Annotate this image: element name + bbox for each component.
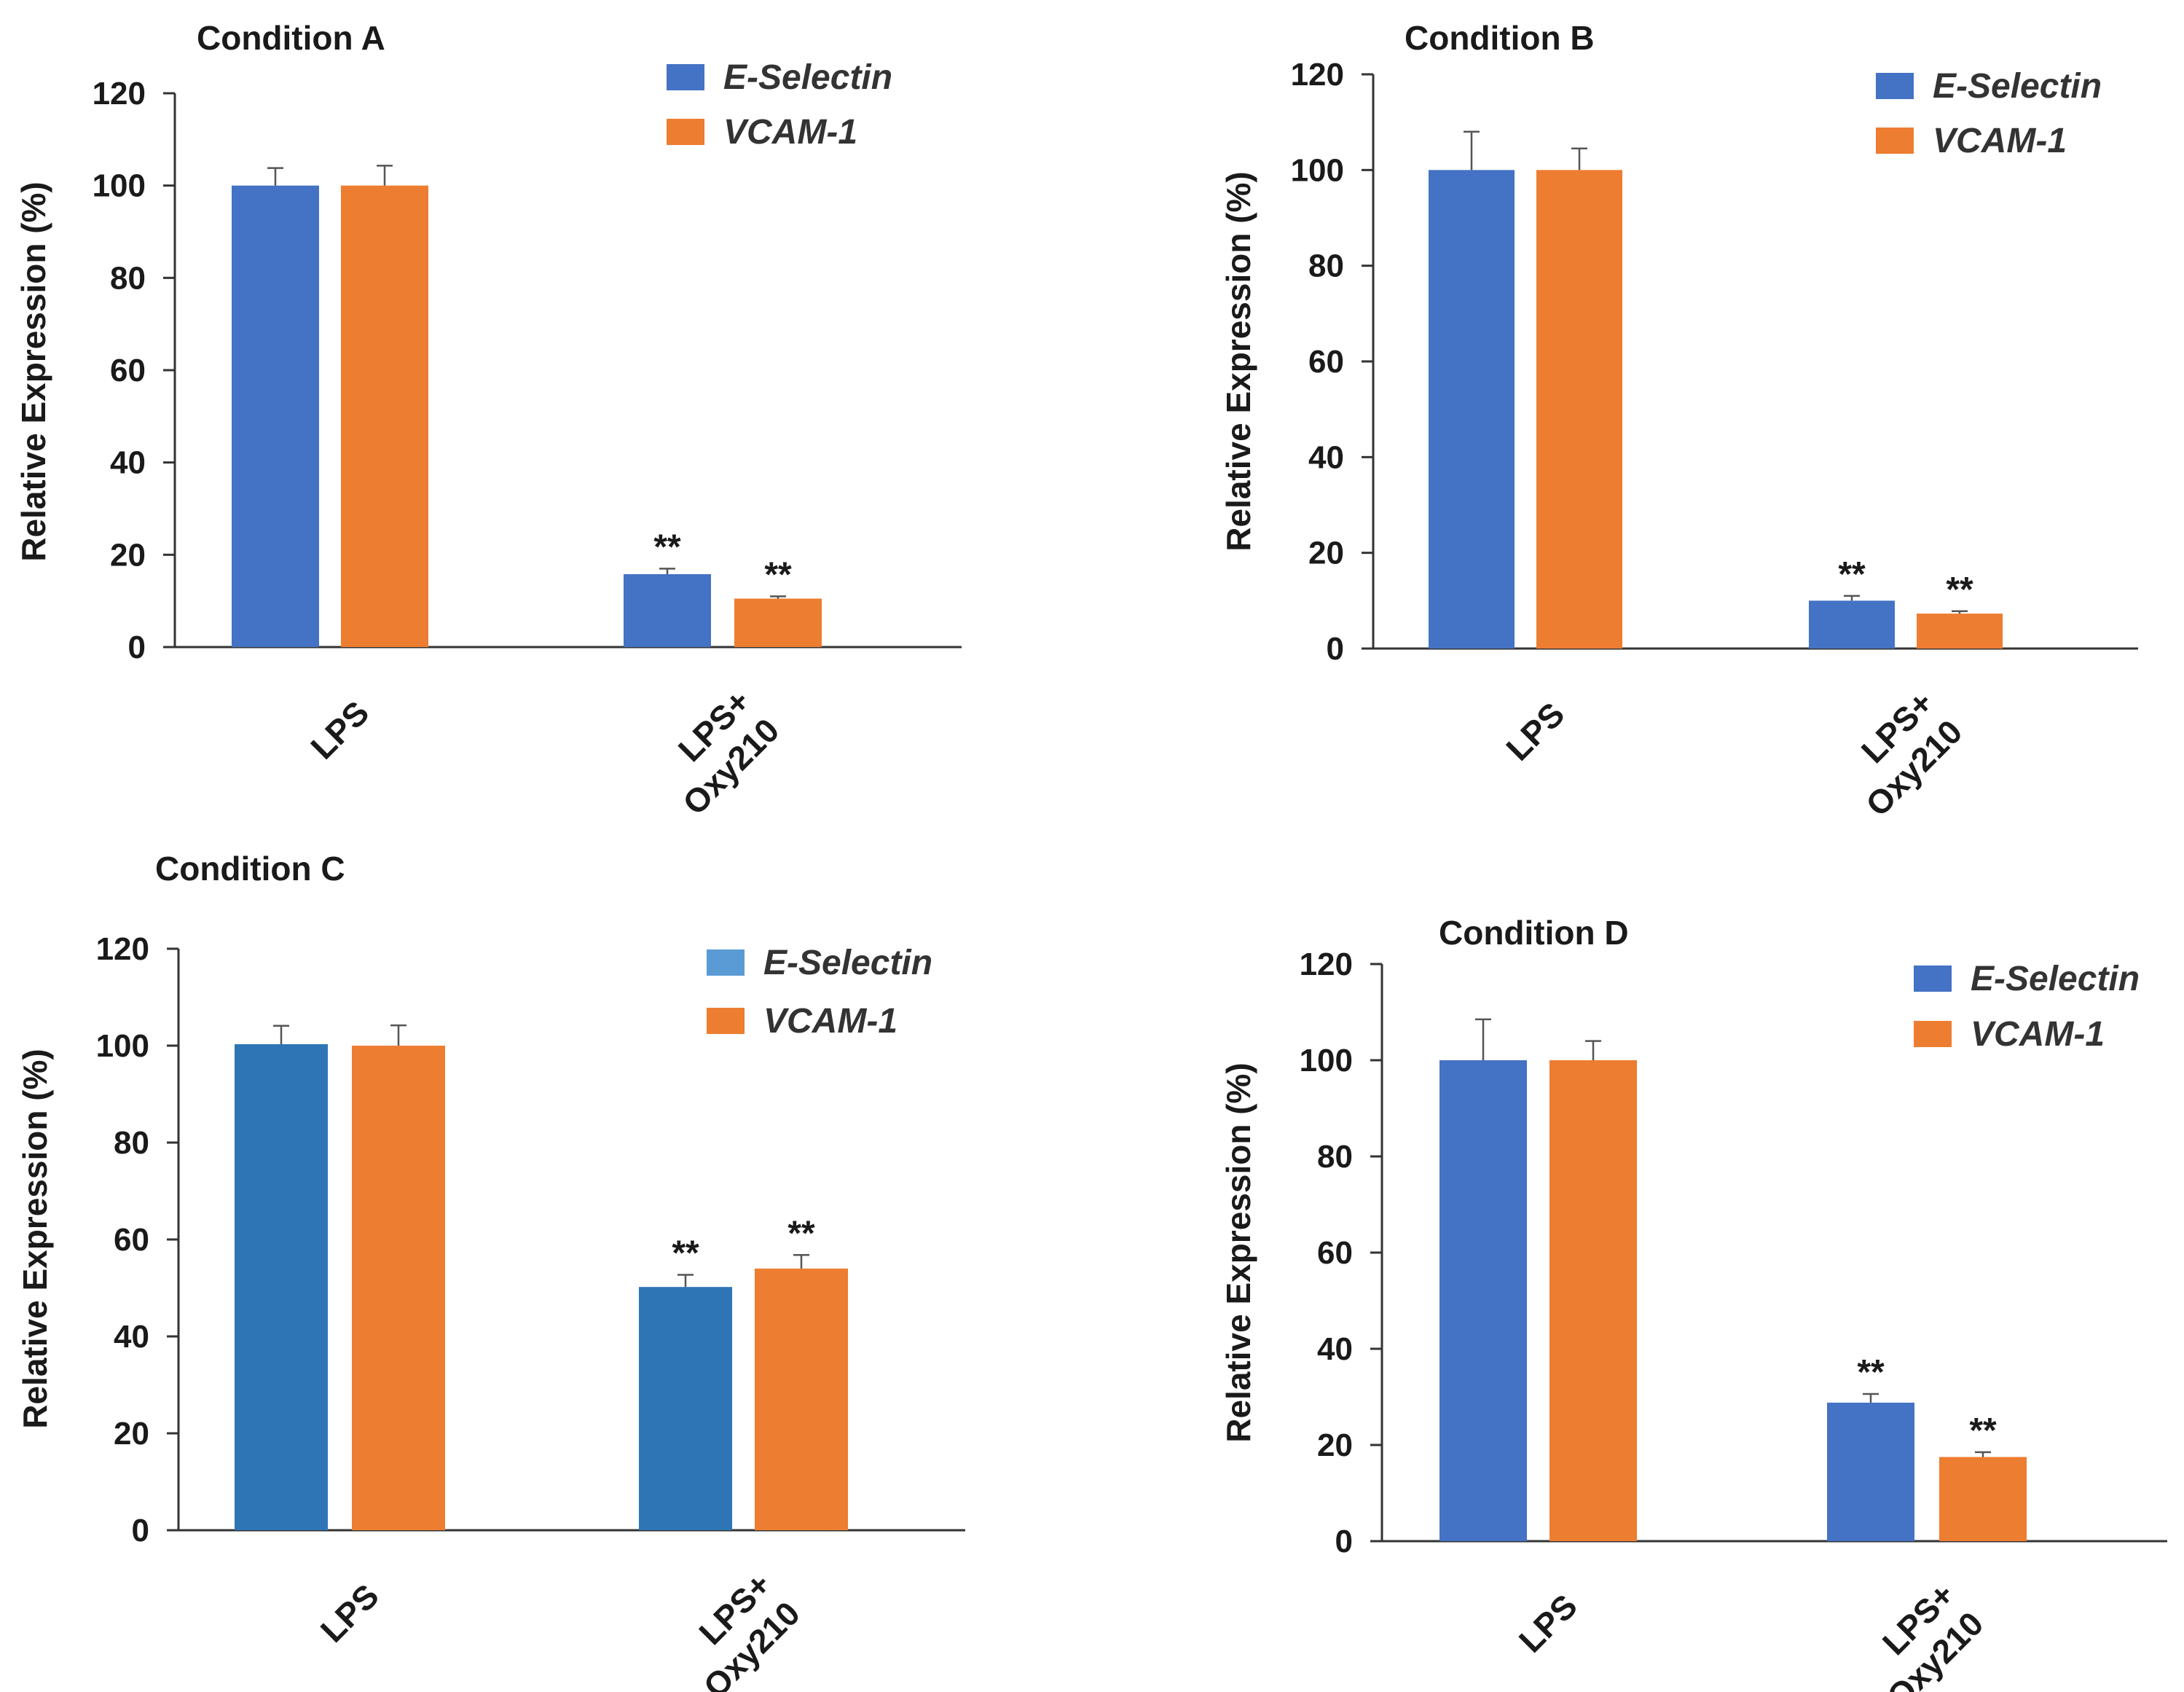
bar-e-selectin-lps-oxy210 — [624, 573, 711, 647]
bar-vcam-1-lps-oxy210 — [1939, 1457, 2027, 1541]
chart-panel-1: Condition A 0 20 40 60 80 100 120 Relative Expre… — [15, 19, 962, 822]
category-label: LPS+Oxy210 — [1829, 684, 1969, 823]
category-label: LPS — [1512, 1587, 1584, 1660]
bar-e-selectin-lps — [1439, 1060, 1527, 1541]
chart-title: Condition B — [1405, 19, 1595, 57]
bar-e-selectin-lps-oxy210 — [639, 1287, 732, 1530]
y-tick-label: 40 — [114, 1319, 149, 1355]
legend-label-e-selectin: E-Selectin — [763, 944, 932, 982]
y-axis-label: Relative Expression (%) — [15, 181, 52, 562]
y-tick-label: 80 — [1308, 248, 1344, 284]
legend-swatch-vcam-1 — [1914, 1021, 1952, 1047]
y-tick-label: 100 — [1291, 152, 1344, 188]
y-tick-label: 80 — [1317, 1139, 1353, 1175]
significance-marker: ** — [672, 1234, 699, 1273]
category-label: LPS — [313, 1577, 386, 1650]
y-tick-label: 100 — [96, 1028, 149, 1064]
bar-e-selectin-lps — [1429, 170, 1515, 649]
y-tick-label: 40 — [1308, 439, 1344, 475]
legend-label-vcam-1: VCAM-1 — [1971, 1015, 2105, 1054]
significance-marker: ** — [1969, 1411, 1997, 1450]
bar-vcam-1-lps — [352, 1046, 445, 1530]
bar-e-selectin-lps-oxy210 — [1827, 1402, 1914, 1541]
bar-e-selectin-lps-oxy210 — [1809, 600, 1895, 649]
y-tick-label: 20 — [114, 1416, 149, 1452]
y-tick-label: 0 — [1335, 1524, 1353, 1559]
y-tick-label: 80 — [114, 1125, 149, 1161]
significance-marker: ** — [1946, 571, 1973, 609]
category-label: LPS — [1498, 695, 1571, 768]
category-label-line: LPS — [303, 694, 376, 767]
chart-title: Condition C — [155, 850, 345, 888]
legend-label-e-selectin: E-Selectin — [1971, 960, 2140, 998]
y-tick-label: 0 — [128, 630, 146, 665]
chart-panel-4: Condition D 0 20 40 60 80 100 120 Relative Expre… — [1219, 914, 2167, 1692]
y-tick-label: 100 — [93, 168, 146, 204]
legend-swatch-vcam-1 — [707, 1008, 745, 1034]
significance-marker: ** — [764, 555, 792, 594]
significance-marker: ** — [787, 1214, 815, 1253]
significance-marker: ** — [1838, 555, 1866, 594]
y-tick-label: 120 — [93, 76, 146, 111]
y-tick-label: 20 — [1308, 536, 1344, 571]
y-tick-label: 20 — [1317, 1427, 1353, 1463]
y-tick-label: 20 — [110, 537, 146, 573]
y-tick-label: 60 — [1308, 344, 1344, 380]
legend-swatch-vcam-1 — [667, 119, 704, 145]
chart-title: Condition A — [197, 19, 385, 57]
legend-label-e-selectin: E-Selectin — [723, 58, 892, 97]
legend-swatch-e-selectin — [1876, 73, 1914, 99]
y-tick-label: 60 — [1317, 1235, 1353, 1271]
y-axis-label: Relative Expression (%) — [16, 1049, 54, 1429]
legend-swatch-e-selectin — [707, 949, 745, 976]
y-tick-label: 100 — [1300, 1043, 1353, 1078]
category-label: LPS+Oxy210 — [646, 682, 786, 822]
legend-swatch-e-selectin — [667, 64, 704, 90]
bar-vcam-1-lps-oxy210 — [734, 598, 822, 647]
y-axis-label: Relative Expression (%) — [1219, 1062, 1257, 1443]
bar-vcam-1-lps — [1549, 1060, 1637, 1541]
significance-marker: ** — [653, 528, 681, 566]
legend-label-e-selectin: E-Selectin — [1933, 67, 2102, 106]
chart-title: Condition D — [1439, 914, 1629, 952]
bar-vcam-1-lps — [341, 185, 428, 647]
bar-vcam-1-lps-oxy210 — [755, 1268, 848, 1530]
bar-vcam-1-lps-oxy210 — [1917, 614, 2003, 649]
category-label-line: LPS — [1512, 1587, 1584, 1660]
y-tick-label: 40 — [1317, 1331, 1353, 1367]
y-tick-label: 40 — [110, 445, 146, 481]
category-label: LPS+Oxy210 — [667, 1565, 807, 1692]
bar-e-selectin-lps — [232, 185, 319, 647]
chart-panel-2: Condition B 0 20 40 60 80 100 120 Relative Expre… — [1219, 19, 2138, 823]
y-tick-label: 0 — [1327, 631, 1344, 667]
y-tick-label: 0 — [132, 1513, 149, 1548]
category-label: LPS — [303, 694, 376, 767]
category-label-line: LPS — [313, 1577, 386, 1650]
y-axis-label: Relative Expression (%) — [1219, 171, 1257, 552]
y-tick-label: 120 — [1291, 57, 1344, 93]
y-tick-label: 60 — [114, 1222, 149, 1258]
chart-panel-3: Condition C 0 20 40 60 80 100 120 Relative Expre… — [16, 850, 965, 1692]
category-label-line: LPS — [1498, 695, 1571, 768]
y-tick-label: 80 — [110, 260, 146, 296]
y-tick-label: 120 — [1300, 947, 1353, 982]
legend-swatch-vcam-1 — [1876, 128, 1914, 154]
legend-label-vcam-1: VCAM-1 — [723, 113, 857, 152]
category-label: LPS+Oxy210 — [1850, 1575, 1990, 1692]
y-tick-label: 120 — [96, 931, 149, 967]
legend-label-vcam-1: VCAM-1 — [1933, 122, 2067, 160]
y-tick-label: 60 — [110, 353, 146, 388]
bar-e-selectin-lps — [235, 1044, 328, 1530]
significance-marker: ** — [1857, 1353, 1885, 1392]
bar-vcam-1-lps — [1536, 170, 1622, 649]
legend-label-vcam-1: VCAM-1 — [763, 1002, 897, 1041]
legend-swatch-e-selectin — [1914, 966, 1952, 992]
